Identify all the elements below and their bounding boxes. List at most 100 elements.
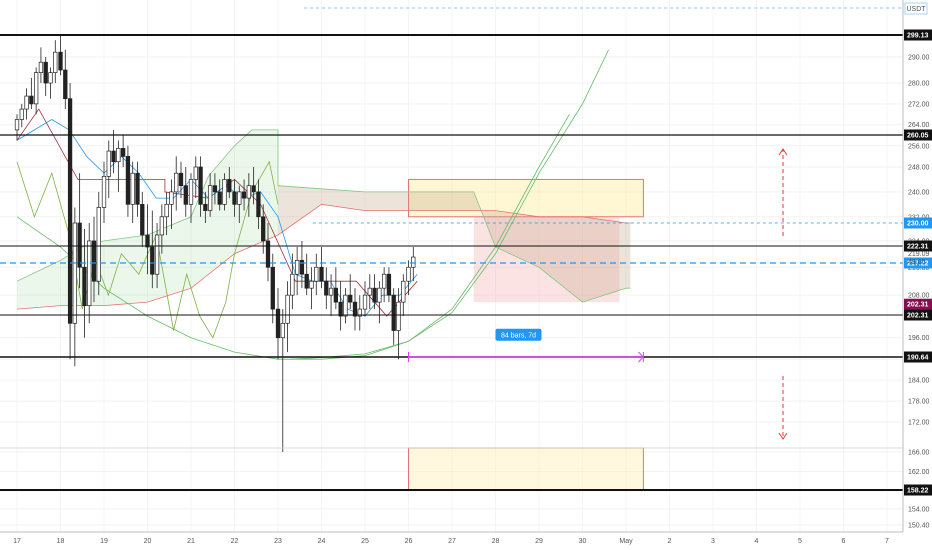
candle-body — [261, 216, 266, 242]
currency-box — [904, 2, 928, 15]
candle-body — [348, 294, 353, 303]
level-tag-text: 299.13 — [907, 33, 929, 40]
candle-body — [232, 191, 237, 205]
candle-body — [290, 273, 295, 296]
candle-body — [401, 280, 406, 303]
candle-body — [314, 266, 319, 282]
candle-body — [120, 148, 126, 157]
cloud-fill — [17, 129, 631, 310]
time-tick-label: May — [619, 538, 633, 545]
time-tick-label: 20 — [144, 538, 152, 545]
price-tick-label: 256.00 — [908, 143, 930, 150]
candle-body — [381, 273, 387, 289]
candle-body — [130, 172, 135, 205]
arc-left — [16, 114, 570, 360]
candle-body — [304, 273, 309, 289]
time-tick-label: 27 — [448, 538, 456, 545]
candle-body — [87, 240, 92, 306]
price-tick-label: 208.00 — [908, 293, 930, 300]
candle-body — [135, 172, 140, 205]
annotations: 84 bars, 7d — [408, 148, 788, 440]
candle-body — [386, 273, 392, 296]
time-tick-label: 28 — [492, 538, 500, 545]
time-axis[interactable]: 17 18 19 20 21 22 23 24 25 26 27 28 29 30 May 2 3 4 5 6 7 — [0, 531, 932, 550]
candle-body — [256, 191, 261, 218]
candle-body — [246, 185, 252, 199]
candle-body — [396, 301, 401, 331]
cloud-fill-bear — [278, 129, 631, 303]
candle-body — [77, 222, 82, 268]
time-tick-label: 18 — [57, 538, 65, 545]
candle-body — [91, 240, 97, 282]
candlestick-series — [14, 35, 416, 452]
candle-body — [101, 175, 107, 208]
candle-body — [154, 234, 160, 275]
level-tag-text: 158.22 — [907, 488, 929, 495]
candle-body — [63, 69, 68, 100]
span-b-line — [16, 203, 631, 310]
level-tag-box — [904, 129, 932, 141]
time-tick-label: 22 — [231, 538, 239, 545]
price-tick-label: 162.00 — [908, 469, 930, 476]
candle-body — [29, 95, 34, 105]
candle-body — [82, 266, 87, 306]
level-tag-box — [904, 484, 932, 496]
price-axis[interactable]: USDT 290.00 280.00 272.00 264.00 256.00 248.00… — [902, 0, 932, 550]
level-tag-text: 222.31 — [907, 244, 929, 251]
candle-body — [178, 172, 184, 187]
candle-body — [217, 191, 222, 205]
time-tick-label: 29 — [535, 538, 543, 545]
candle-body — [43, 61, 48, 84]
measure-end-arrow — [638, 351, 645, 363]
candle-body — [116, 148, 121, 163]
conversion-line — [16, 119, 418, 317]
candle-body — [391, 294, 396, 331]
level-tag-text: 190.64 — [907, 355, 929, 362]
candle-body — [72, 222, 78, 324]
level-tag-box — [904, 351, 932, 363]
candle-body — [333, 287, 339, 303]
up-arrow-head — [778, 148, 788, 156]
candle-body — [406, 266, 411, 282]
candle-body — [145, 234, 150, 248]
time-axis-background — [0, 532, 932, 550]
level-tag-box — [904, 240, 932, 252]
countdown-label: 49:05 — [908, 259, 926, 266]
price-tick-label: 150.40 — [908, 523, 930, 530]
candle-body — [372, 287, 377, 303]
candle-body — [241, 191, 247, 199]
time-tick-label: 23 — [274, 538, 282, 545]
level-tag-box — [904, 29, 932, 41]
current-price-label: 219.09 — [908, 251, 930, 258]
time-tick-label: 30 — [579, 538, 587, 545]
candle-body — [237, 191, 242, 205]
candle-body — [357, 308, 362, 317]
time-tick-label: 7 — [885, 538, 889, 545]
candle-body — [24, 95, 29, 110]
price-tick-label: 264.00 — [908, 122, 930, 129]
time-tick-label: 25 — [361, 538, 369, 545]
candle-body — [367, 287, 372, 296]
candle-body — [198, 166, 203, 205]
candle-body — [343, 294, 348, 317]
candle-body — [338, 301, 343, 317]
level-tag-text: 202.31 — [907, 313, 929, 320]
dashed-level-tag-box — [904, 217, 932, 229]
time-tick-label: 6 — [842, 538, 846, 545]
level-tag-box — [904, 309, 932, 321]
time-tick-label: 21 — [187, 538, 195, 545]
candle-body — [106, 150, 111, 177]
candle-body — [183, 185, 188, 205]
support-zone — [408, 447, 644, 491]
candle-body — [362, 294, 368, 310]
candle-body — [169, 191, 174, 205]
candle-body — [33, 72, 39, 105]
candle-body — [294, 260, 300, 275]
candle-body — [251, 185, 256, 193]
price-tick-label: 166.00 — [908, 450, 930, 457]
candle-body — [352, 301, 358, 317]
candle-body — [96, 207, 101, 282]
candle-body — [285, 294, 290, 324]
candle-body — [174, 172, 179, 193]
